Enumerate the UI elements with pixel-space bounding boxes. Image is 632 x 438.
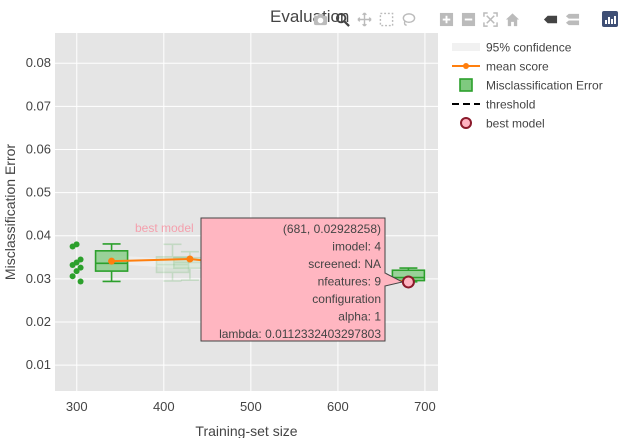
- y-tick-label: 0.06: [26, 141, 51, 156]
- compare-hover-icon[interactable]: [564, 11, 580, 27]
- legend-label: Misclassification Error: [486, 79, 603, 93]
- box-point: [77, 264, 84, 271]
- modebar: [312, 10, 618, 28]
- x-tick-label: 300: [66, 399, 88, 414]
- box-body: [155, 256, 190, 274]
- pan-icon[interactable]: [356, 11, 372, 27]
- box-point: [69, 243, 76, 250]
- plotly-logo-icon[interactable]: [602, 11, 618, 27]
- y-axis-title: Misclassification Error: [2, 144, 18, 280]
- legend-label: best model: [486, 117, 545, 131]
- legend: 95% confidence mean score Misclassificatio…: [452, 41, 603, 131]
- legend-symbol-box: [459, 78, 473, 92]
- hover-label-line: (681, 0.02928258): [283, 222, 381, 236]
- legend-symbol-confidence: [452, 43, 480, 51]
- autoscale-icon[interactable]: [482, 11, 498, 27]
- hover-label-line: alpha: 1: [338, 310, 381, 324]
- faded-box: [155, 243, 190, 282]
- box-point: [73, 268, 80, 275]
- y-tick-label: 0.03: [26, 271, 51, 286]
- legend-symbol-best: [460, 117, 472, 129]
- y-tick-label: 0.07: [26, 98, 51, 113]
- camera-icon[interactable]: [312, 11, 328, 27]
- spike-lines-icon[interactable]: [542, 11, 558, 27]
- legend-symbol-mean-marker: [463, 63, 469, 69]
- box-select-icon[interactable]: [378, 11, 394, 27]
- zoom-icon[interactable]: [334, 11, 350, 27]
- x-axis-title: Training-set size: [195, 423, 297, 438]
- y-tick-label: 0.08: [26, 55, 51, 70]
- x-tick-label: 600: [327, 399, 349, 414]
- y-tick-label: 0.01: [26, 357, 51, 372]
- x-tick-label: 500: [240, 399, 262, 414]
- best-model-label: best model: [135, 221, 194, 235]
- legend-label: mean score: [486, 60, 549, 74]
- best-model-marker: [401, 275, 415, 289]
- mean-score-point: [186, 255, 194, 263]
- x-tick-label: 700: [414, 399, 436, 414]
- hover-label-seam: [383, 273, 386, 286]
- box-point: [77, 278, 84, 285]
- box-point: [69, 262, 76, 269]
- y-tick-label: 0.04: [26, 228, 51, 243]
- plot-layer: best model (681, 0.02928258) imodel: 4 scre…: [69, 217, 426, 342]
- hover-label-line: screened: NA: [308, 257, 381, 271]
- zoom-out-icon[interactable]: [460, 11, 476, 27]
- zoom-in-icon[interactable]: [438, 11, 454, 27]
- hover-label-line: lambda: 0.0112332403297803: [219, 327, 381, 341]
- mean-score-point: [108, 257, 116, 265]
- lasso-select-icon[interactable]: [400, 11, 416, 27]
- hover-label-line: imodel: 4: [332, 240, 381, 254]
- chart-title: Evaluation: [270, 7, 349, 26]
- x-tick-label: 400: [153, 399, 175, 414]
- hover-label-line: nfeatures: 9: [318, 275, 382, 289]
- y-tick-label: 0.05: [26, 185, 51, 200]
- box-point: [69, 273, 76, 280]
- legend-label: threshold: [486, 98, 535, 112]
- y-tick-label: 0.02: [26, 314, 51, 329]
- legend-label: 95% confidence: [486, 41, 572, 55]
- hover-label-line: configuration: [312, 292, 381, 306]
- home-icon[interactable]: [504, 11, 520, 27]
- hover-label-box: [200, 217, 386, 342]
